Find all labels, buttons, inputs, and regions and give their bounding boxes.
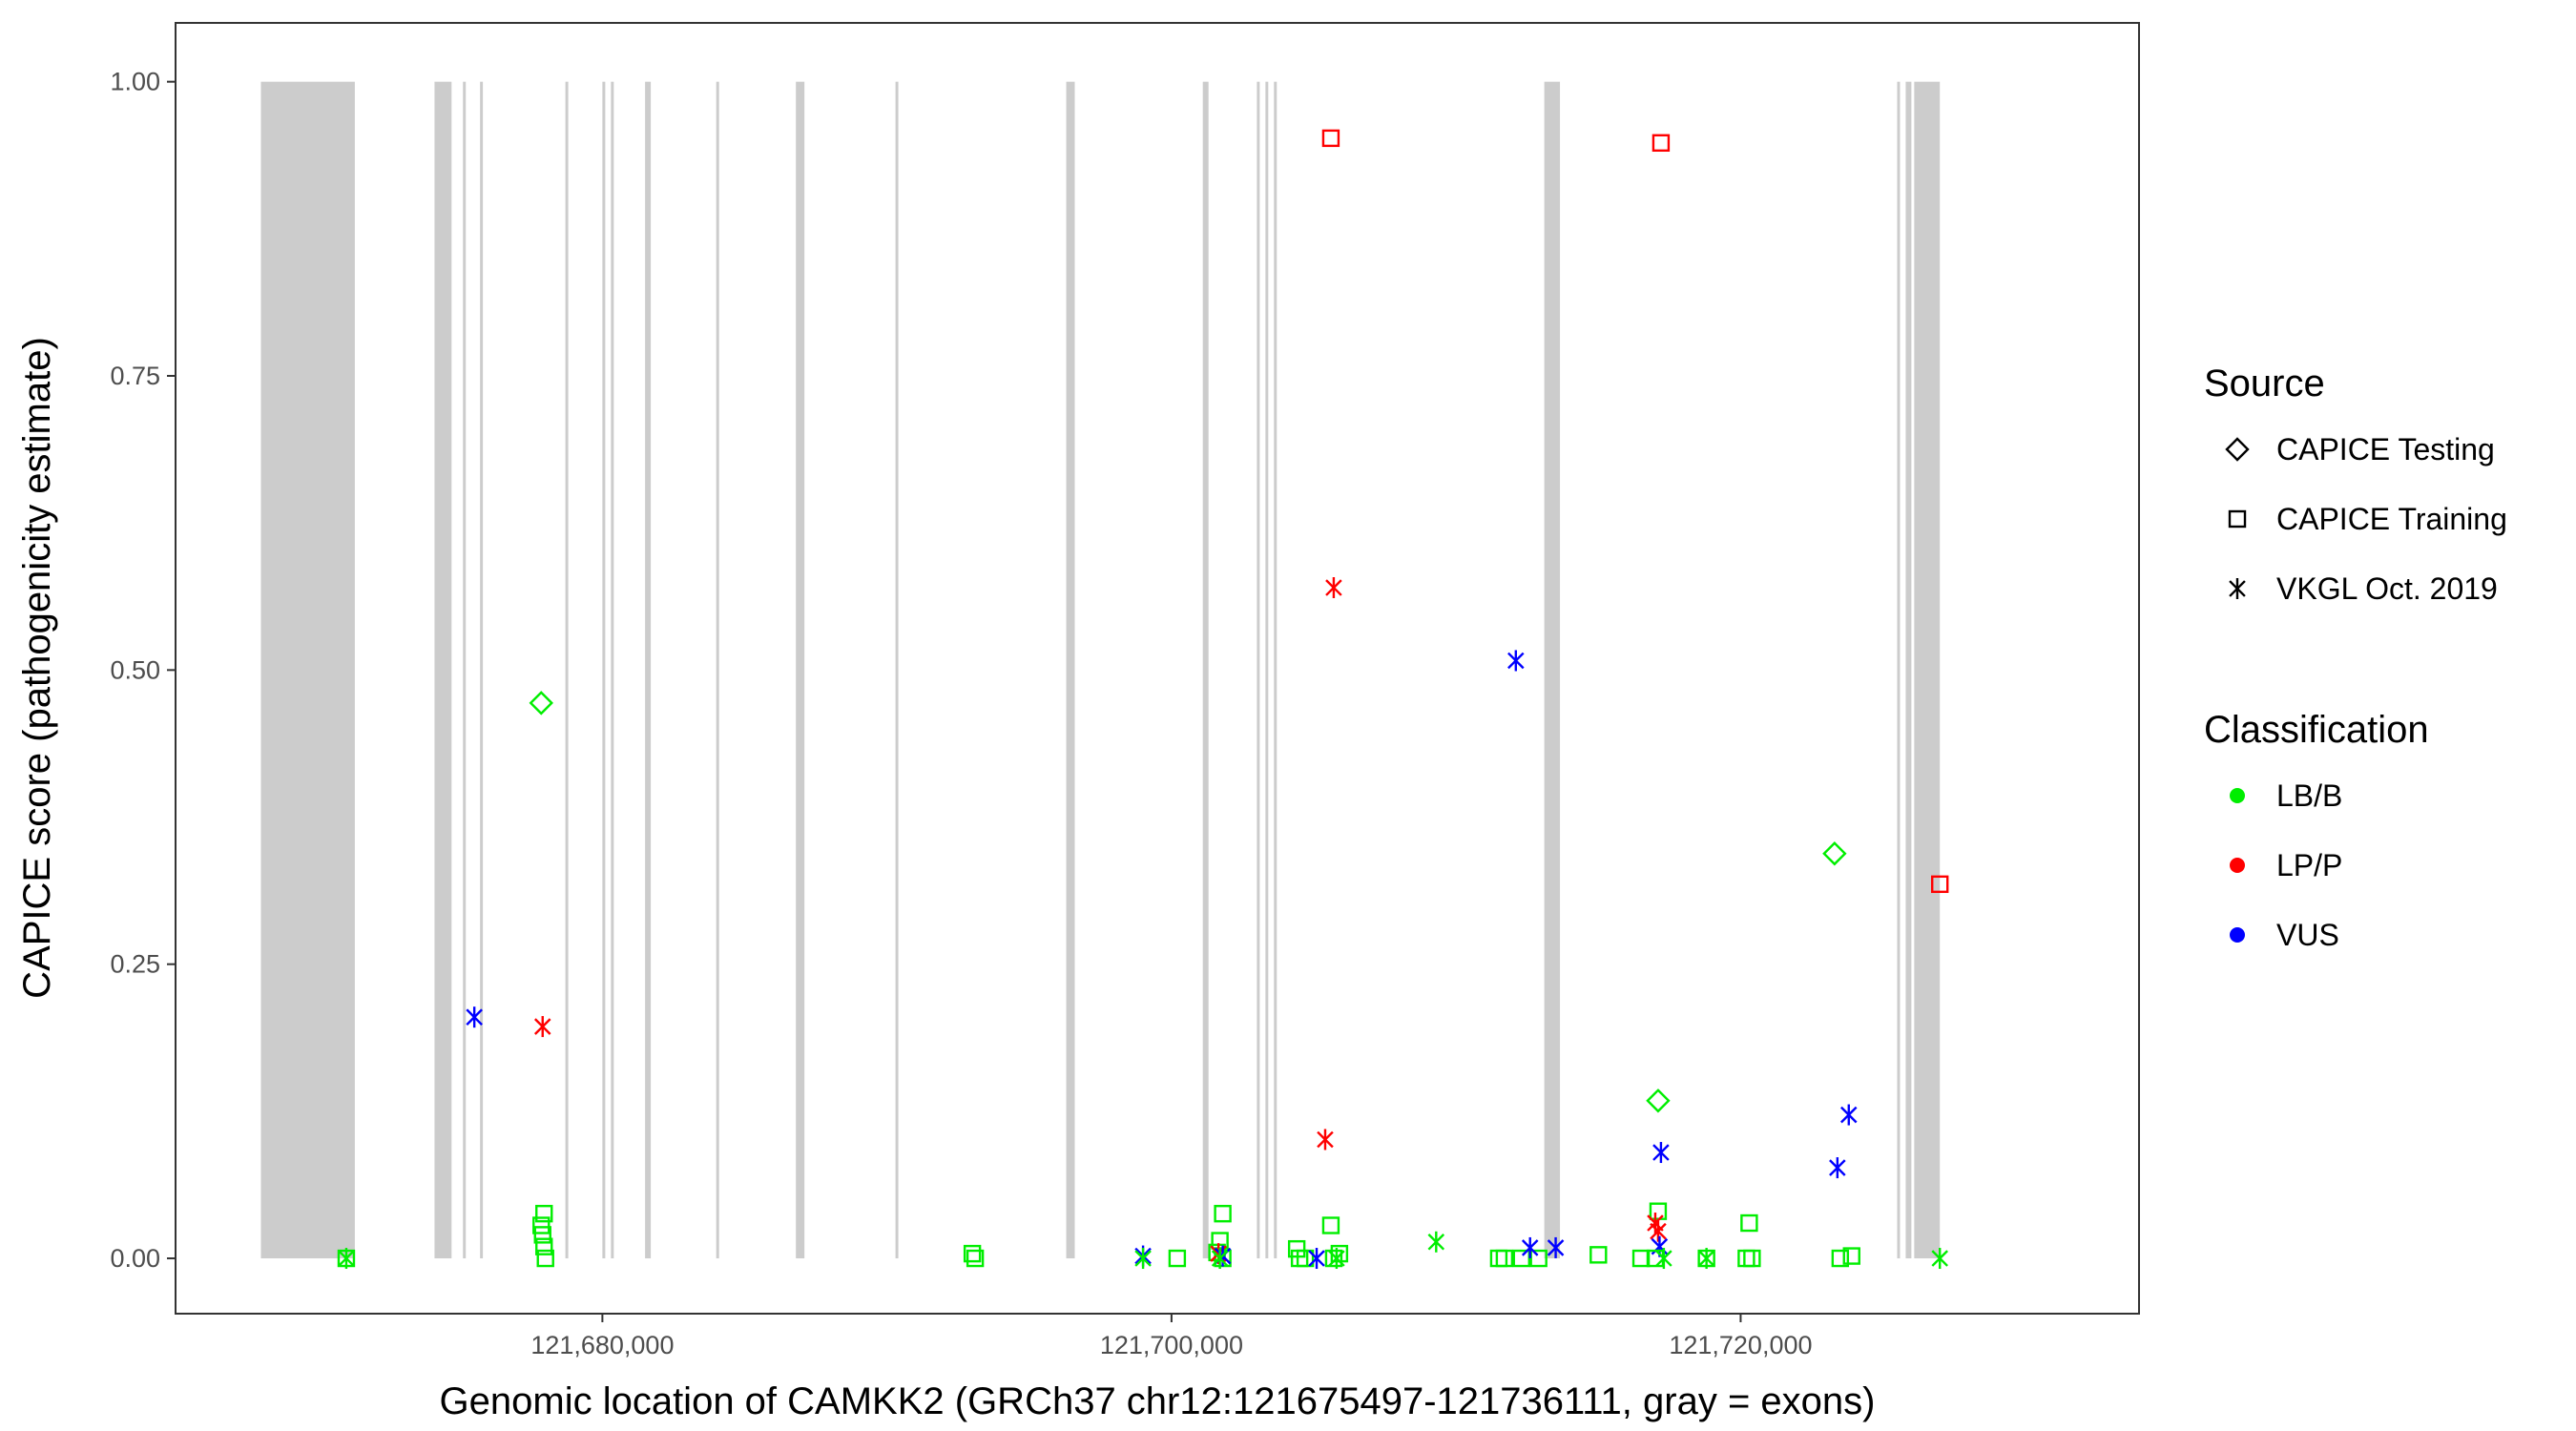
data-point [1740, 1213, 1758, 1233]
legend-source-label: VKGL Oct. 2019 [2276, 571, 2498, 606]
data-point [1652, 134, 1671, 153]
data-point [535, 1204, 553, 1223]
exon-band [565, 81, 569, 1259]
data-point [1495, 1249, 1514, 1268]
data-point [1168, 1249, 1187, 1268]
exon-band [480, 81, 484, 1259]
exon-band [796, 81, 805, 1259]
legend-key-asterisk [2229, 578, 2246, 599]
legend-key-dot [2230, 788, 2245, 803]
y-axis-title: CAPICE score (pathogenicity estimate) [16, 337, 58, 999]
y-tick-label: 1.00 [110, 68, 160, 96]
data-point [1134, 1248, 1152, 1270]
exon-band [1066, 81, 1075, 1259]
exon-band [260, 81, 355, 1259]
data-point [1931, 875, 1949, 894]
data-point [1652, 1142, 1670, 1164]
y-tick-label: 0.00 [110, 1244, 160, 1273]
exon-band [1914, 81, 1941, 1259]
x-tick-label: 121,720,000 [1669, 1331, 1812, 1359]
exon-band [434, 81, 452, 1259]
data-point [1211, 1248, 1229, 1270]
data-point [1822, 841, 1847, 866]
data-point [529, 691, 553, 716]
data-point [1214, 1204, 1232, 1223]
points-layer [337, 129, 1949, 1270]
exon-band [1257, 81, 1260, 1259]
data-point [535, 1237, 553, 1255]
legend-class-label: LP/P [2276, 848, 2342, 882]
exon-band [895, 81, 899, 1259]
legend-key-dot [2230, 858, 2245, 873]
data-point [466, 1006, 483, 1028]
data-point [1829, 1157, 1846, 1179]
exon-band [1274, 81, 1278, 1259]
data-point [533, 1016, 551, 1038]
exon-band [716, 81, 719, 1259]
data-point [1697, 1249, 1715, 1268]
exon-band [611, 81, 614, 1259]
data-point [532, 1216, 551, 1234]
data-point [1650, 1220, 1667, 1242]
legend: Source CAPICE Testing CAPICE Training VKGL … [2204, 363, 2507, 952]
data-point [1842, 1247, 1860, 1265]
x-axis: 121,680,000 121,700,000 121,720,000 [530, 1314, 1813, 1359]
data-point [1308, 1248, 1325, 1270]
data-point [1589, 1246, 1608, 1264]
y-tick-label: 0.75 [110, 362, 160, 390]
legend-key-dot [2230, 927, 2245, 943]
data-point [1547, 1236, 1565, 1258]
legend-source-title: Source [2204, 363, 2325, 404]
legend-key-diamond [2225, 437, 2250, 462]
data-point [1512, 1249, 1530, 1268]
exon-band [602, 81, 606, 1259]
y-axis: 0.00 0.25 0.50 0.75 1.00 [110, 68, 176, 1273]
panel-border [175, 22, 2140, 1315]
x-tick-label: 121,680,000 [530, 1331, 674, 1359]
data-point [1655, 1248, 1672, 1270]
exon-band [1905, 81, 1912, 1259]
data-point [1831, 1249, 1850, 1268]
exon-band [1544, 81, 1561, 1259]
data-point [963, 1244, 982, 1263]
data-point [1646, 1089, 1671, 1113]
exon-band [1202, 81, 1209, 1259]
data-point [966, 1249, 985, 1268]
legend-source-label: CAPICE Training [2276, 502, 2507, 536]
data-point [337, 1249, 356, 1268]
data-point [1931, 1248, 1948, 1270]
legend-classification-title: Classification [2204, 709, 2429, 751]
data-point [1507, 650, 1525, 672]
x-axis-title: Genomic location of CAMKK2 (GRCh37 chr12… [440, 1380, 1876, 1422]
x-tick-label: 121,700,000 [1100, 1331, 1243, 1359]
legend-class-label: LB/B [2276, 778, 2342, 813]
data-point [1328, 1248, 1345, 1270]
legend-class-label: VUS [2276, 918, 2339, 952]
exon-band [645, 81, 652, 1259]
data-point [1529, 1249, 1548, 1268]
exon-band [463, 81, 467, 1259]
data-point [1317, 1129, 1334, 1151]
exon-band [1265, 81, 1269, 1259]
exon-band [1897, 81, 1901, 1259]
data-point [1743, 1249, 1761, 1268]
data-point [536, 1249, 554, 1268]
data-point [1840, 1104, 1858, 1126]
data-point [533, 1226, 551, 1244]
panel-background [176, 23, 2139, 1314]
data-point [1321, 1216, 1340, 1234]
exons-layer [260, 81, 1941, 1259]
data-point [1321, 129, 1340, 148]
data-point [1324, 1249, 1343, 1268]
y-tick-label: 0.25 [110, 950, 160, 979]
data-point [1325, 577, 1342, 599]
data-point [1296, 1249, 1315, 1268]
data-point [1521, 1236, 1539, 1258]
legend-key-square [2228, 509, 2247, 529]
y-tick-label: 0.50 [110, 655, 160, 684]
data-point [1427, 1231, 1445, 1253]
legend-source-label: CAPICE Testing [2276, 432, 2495, 467]
